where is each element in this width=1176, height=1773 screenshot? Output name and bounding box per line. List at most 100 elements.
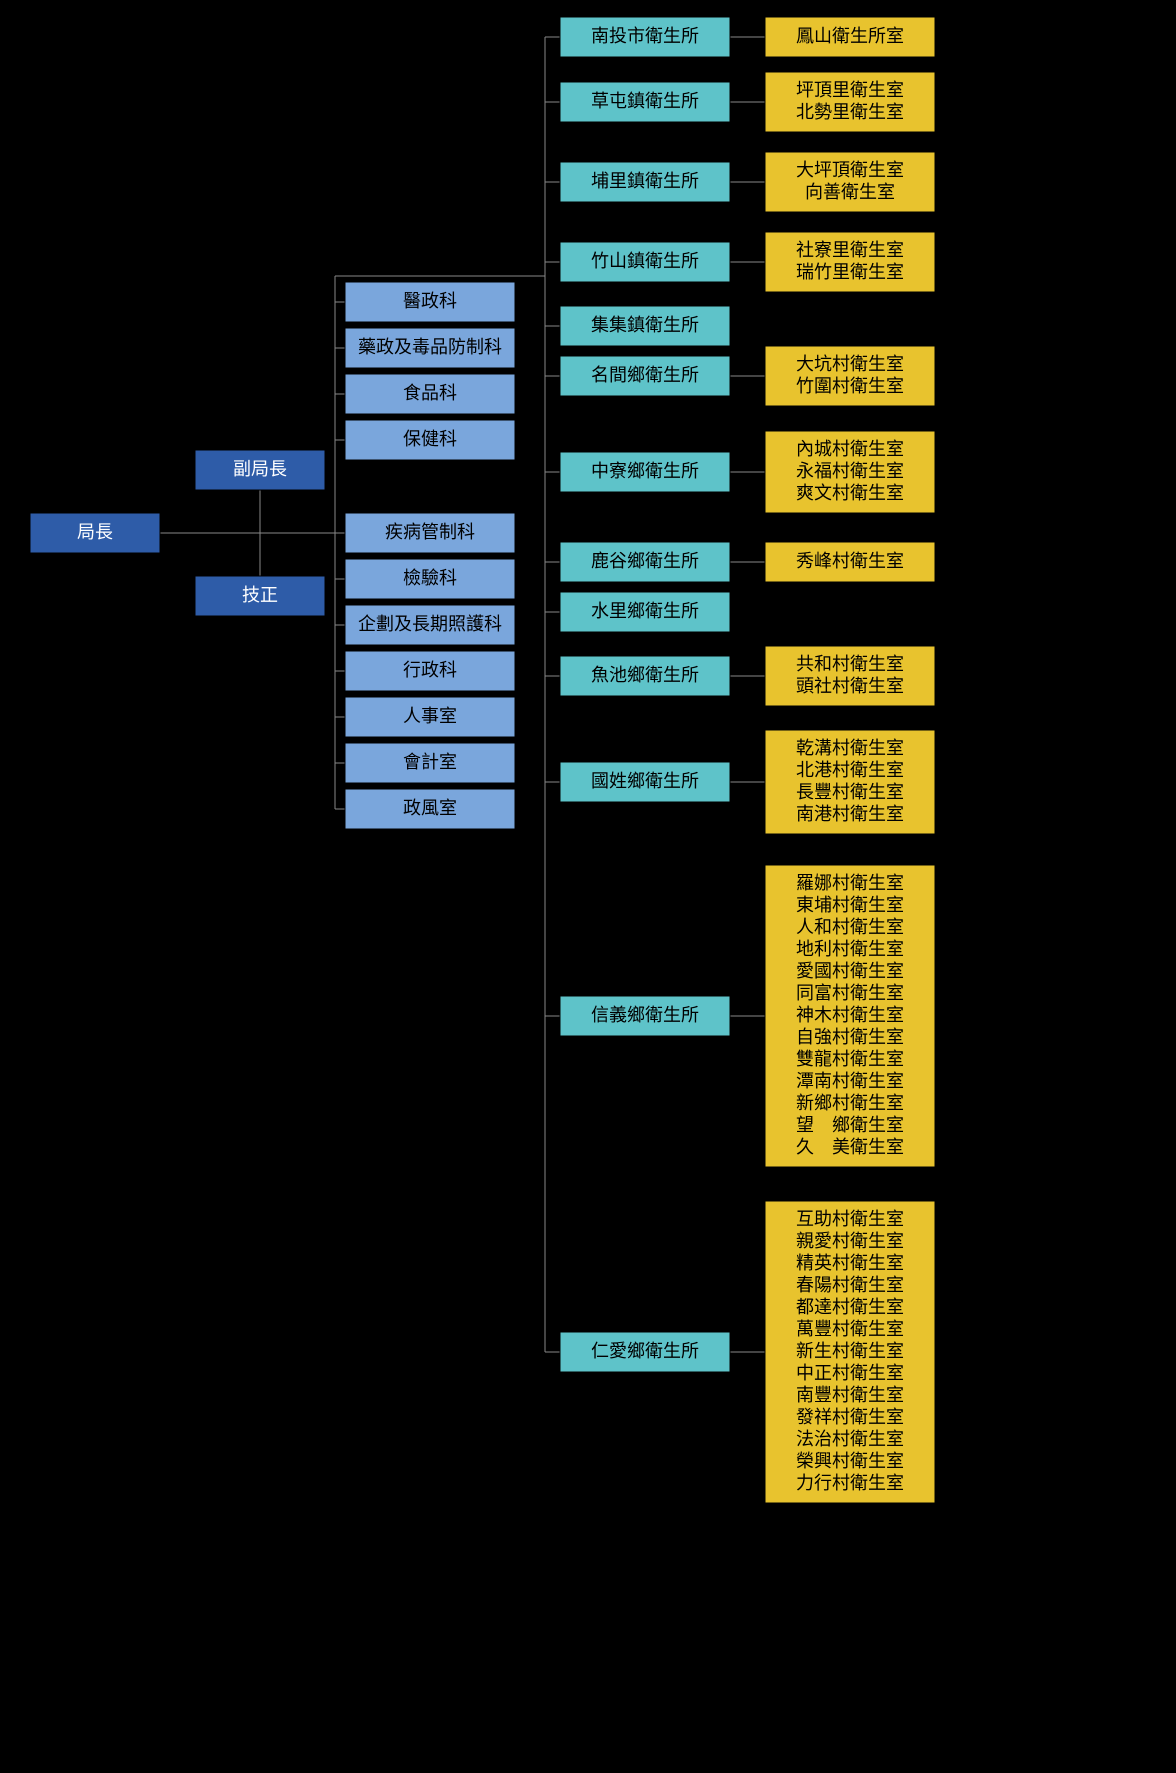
svg-text:名間鄉衛生所: 名間鄉衛生所 (591, 365, 699, 385)
health-office-box-7: 鹿谷鄉衛生所 (560, 542, 730, 582)
health-office-box-6: 中寮鄉衛生所 (560, 452, 730, 492)
svg-text:北勢里衛生室: 北勢里衛生室 (796, 102, 904, 122)
svg-text:精英村衛生室: 精英村衛生室 (796, 1253, 904, 1273)
health-room-box-2: 大坪頂衛生室向善衛生室 (765, 152, 935, 212)
svg-text:魚池鄉衛生所: 魚池鄉衛生所 (591, 665, 699, 685)
svg-text:向善衛生室: 向善衛生室 (805, 182, 895, 202)
org-chart: 局長 副局長技正 醫政科藥政及毒品防制科食品科保健科疾病管制科檢驗科企劃及長期照護科… (0, 0, 1176, 1773)
department-box-0: 醫政科 (345, 282, 515, 322)
health-office-box-9: 魚池鄉衛生所 (560, 656, 730, 696)
svg-text:都達村衛生室: 都達村衛生室 (796, 1297, 904, 1317)
health-office-box-2: 埔里鎮衛生所 (560, 162, 730, 202)
svg-text:醫政科: 醫政科 (403, 291, 457, 311)
health-room-box-1: 坪頂里衛生室北勢里衛生室 (765, 72, 935, 132)
health-room-box-7: 秀峰村衛生室 (765, 542, 935, 582)
svg-text:爽文村衛生室: 爽文村衛生室 (796, 483, 904, 503)
svg-text:新生村衛生室: 新生村衛生室 (796, 1341, 904, 1361)
svg-text:坪頂里衛生室: 坪頂里衛生室 (796, 80, 904, 100)
svg-text:法治村衛生室: 法治村衛生室 (796, 1429, 904, 1449)
health-room-box-6: 內城村衛生室永福村衛生室爽文村衛生室 (765, 431, 935, 513)
svg-text:人和村衛生室: 人和村衛生室 (796, 917, 904, 937)
svg-text:萬豐村衛生室: 萬豐村衛生室 (796, 1319, 904, 1339)
health-office-box-11: 信義鄉衛生所 (560, 996, 730, 1036)
svg-text:檢驗科: 檢驗科 (403, 568, 457, 588)
svg-text:副局長: 副局長 (233, 459, 287, 479)
svg-text:潭南村衛生室: 潭南村衛生室 (796, 1071, 904, 1091)
svg-text:企劃及長期照護科: 企劃及長期照護科 (358, 614, 502, 634)
technical-specialist-box: 技正 (195, 576, 325, 616)
svg-text:竹山鎮衛生所: 竹山鎮衛生所 (591, 251, 699, 271)
svg-text:北港村衛生室: 北港村衛生室 (796, 760, 904, 780)
svg-text:榮興村衛生室: 榮興村衛生室 (796, 1451, 904, 1471)
department-box-2: 食品科 (345, 374, 515, 414)
department-box-9: 會計室 (345, 743, 515, 783)
health-office-box-4: 集集鎮衛生所 (560, 306, 730, 346)
svg-text:自強村衛生室: 自強村衛生室 (796, 1027, 904, 1047)
svg-text:神木村衛生室: 神木村衛生室 (796, 1005, 904, 1025)
department-box-3: 保健科 (345, 420, 515, 460)
svg-text:鳳山衛生所室: 鳳山衛生所室 (796, 26, 904, 46)
department-box-7: 行政科 (345, 651, 515, 691)
svg-text:春陽村衛生室: 春陽村衛生室 (796, 1275, 904, 1295)
health-office-box-0: 南投市衛生所 (560, 17, 730, 57)
svg-text:中正村衛生室: 中正村衛生室 (796, 1363, 904, 1383)
department-box-4: 疾病管制科 (345, 513, 515, 553)
svg-text:大坑村衛生室: 大坑村衛生室 (796, 354, 904, 374)
svg-text:埔里鎮衛生所: 埔里鎮衛生所 (591, 171, 699, 191)
svg-text:行政科: 行政科 (403, 660, 457, 680)
svg-text:同富村衛生室: 同富村衛生室 (796, 983, 904, 1003)
svg-text:人事室: 人事室 (403, 706, 457, 726)
health-office-box-3: 竹山鎮衛生所 (560, 242, 730, 282)
svg-text:技正: 技正 (242, 585, 278, 605)
svg-text:乾溝村衛生室: 乾溝村衛生室 (796, 738, 904, 758)
svg-text:互助村衛生室: 互助村衛生室 (796, 1209, 904, 1229)
director-box: 局長 (30, 513, 160, 553)
svg-text:鹿谷鄉衛生所: 鹿谷鄉衛生所 (591, 551, 699, 571)
department-box-10: 政風室 (345, 789, 515, 829)
health-room-box-11: 羅娜村衛生室東埔村衛生室人和村衛生室地利村衛生室愛國村衛生室同富村衛生室神木村衛… (765, 865, 935, 1167)
svg-text:親愛村衛生室: 親愛村衛生室 (796, 1231, 904, 1251)
department-box-8: 人事室 (345, 697, 515, 737)
svg-text:南港村衛生室: 南港村衛生室 (796, 804, 904, 824)
health-office-box-10: 國姓鄉衛生所 (560, 762, 730, 802)
svg-text:羅娜村衛生室: 羅娜村衛生室 (796, 873, 904, 893)
department-box-5: 檢驗科 (345, 559, 515, 599)
health-office-box-5: 名間鄉衛生所 (560, 356, 730, 396)
svg-text:大坪頂衛生室: 大坪頂衛生室 (796, 160, 904, 180)
svg-text:信義鄉衛生所: 信義鄉衛生所 (591, 1005, 699, 1025)
svg-text:局長: 局長 (77, 522, 113, 542)
svg-text:內城村衛生室: 內城村衛生室 (796, 439, 904, 459)
svg-text:藥政及毒品防制科: 藥政及毒品防制科 (358, 337, 502, 357)
svg-text:會計室: 會計室 (403, 752, 457, 772)
svg-text:新鄉村衛生室: 新鄉村衛生室 (796, 1093, 904, 1113)
svg-text:草屯鎮衛生所: 草屯鎮衛生所 (591, 91, 699, 111)
svg-text:發祥村衛生室: 發祥村衛生室 (796, 1407, 904, 1427)
department-box-1: 藥政及毒品防制科 (345, 328, 515, 368)
svg-text:愛國村衛生室: 愛國村衛生室 (796, 961, 904, 981)
health-office-box-1: 草屯鎮衛生所 (560, 82, 730, 122)
svg-text:南豐村衛生室: 南豐村衛生室 (796, 1385, 904, 1405)
health-room-box-3: 社寮里衛生室瑞竹里衛生室 (765, 232, 935, 292)
svg-text:竹圍村衛生室: 竹圍村衛生室 (796, 376, 904, 396)
svg-text:久 美衛生室: 久 美衛生室 (796, 1137, 904, 1157)
department-box-6: 企劃及長期照護科 (345, 605, 515, 645)
svg-text:瑞竹里衛生室: 瑞竹里衛生室 (796, 262, 904, 282)
svg-text:保健科: 保健科 (403, 429, 457, 449)
svg-text:食品科: 食品科 (403, 383, 457, 403)
deputy-director-box: 副局長 (195, 450, 325, 490)
svg-text:力行村衛生室: 力行村衛生室 (796, 1473, 904, 1493)
svg-text:共和村衛生室: 共和村衛生室 (796, 654, 904, 674)
svg-text:永福村衛生室: 永福村衛生室 (796, 461, 904, 481)
svg-text:雙龍村衛生室: 雙龍村衛生室 (796, 1049, 904, 1069)
svg-text:長豐村衛生室: 長豐村衛生室 (796, 782, 904, 802)
svg-text:仁愛鄉衛生所: 仁愛鄉衛生所 (591, 1341, 699, 1361)
svg-text:中寮鄉衛生所: 中寮鄉衛生所 (591, 461, 699, 481)
svg-text:頭社村衛生室: 頭社村衛生室 (796, 676, 904, 696)
svg-text:國姓鄉衛生所: 國姓鄉衛生所 (591, 771, 699, 791)
health-room-box-10: 乾溝村衛生室北港村衛生室長豐村衛生室南港村衛生室 (765, 730, 935, 834)
svg-text:水里鄉衛生所: 水里鄉衛生所 (591, 601, 699, 621)
health-room-box-0: 鳳山衛生所室 (765, 17, 935, 57)
svg-text:政風室: 政風室 (403, 798, 457, 818)
svg-text:疾病管制科: 疾病管制科 (385, 522, 475, 542)
svg-text:望 鄉衛生室: 望 鄉衛生室 (796, 1115, 904, 1135)
